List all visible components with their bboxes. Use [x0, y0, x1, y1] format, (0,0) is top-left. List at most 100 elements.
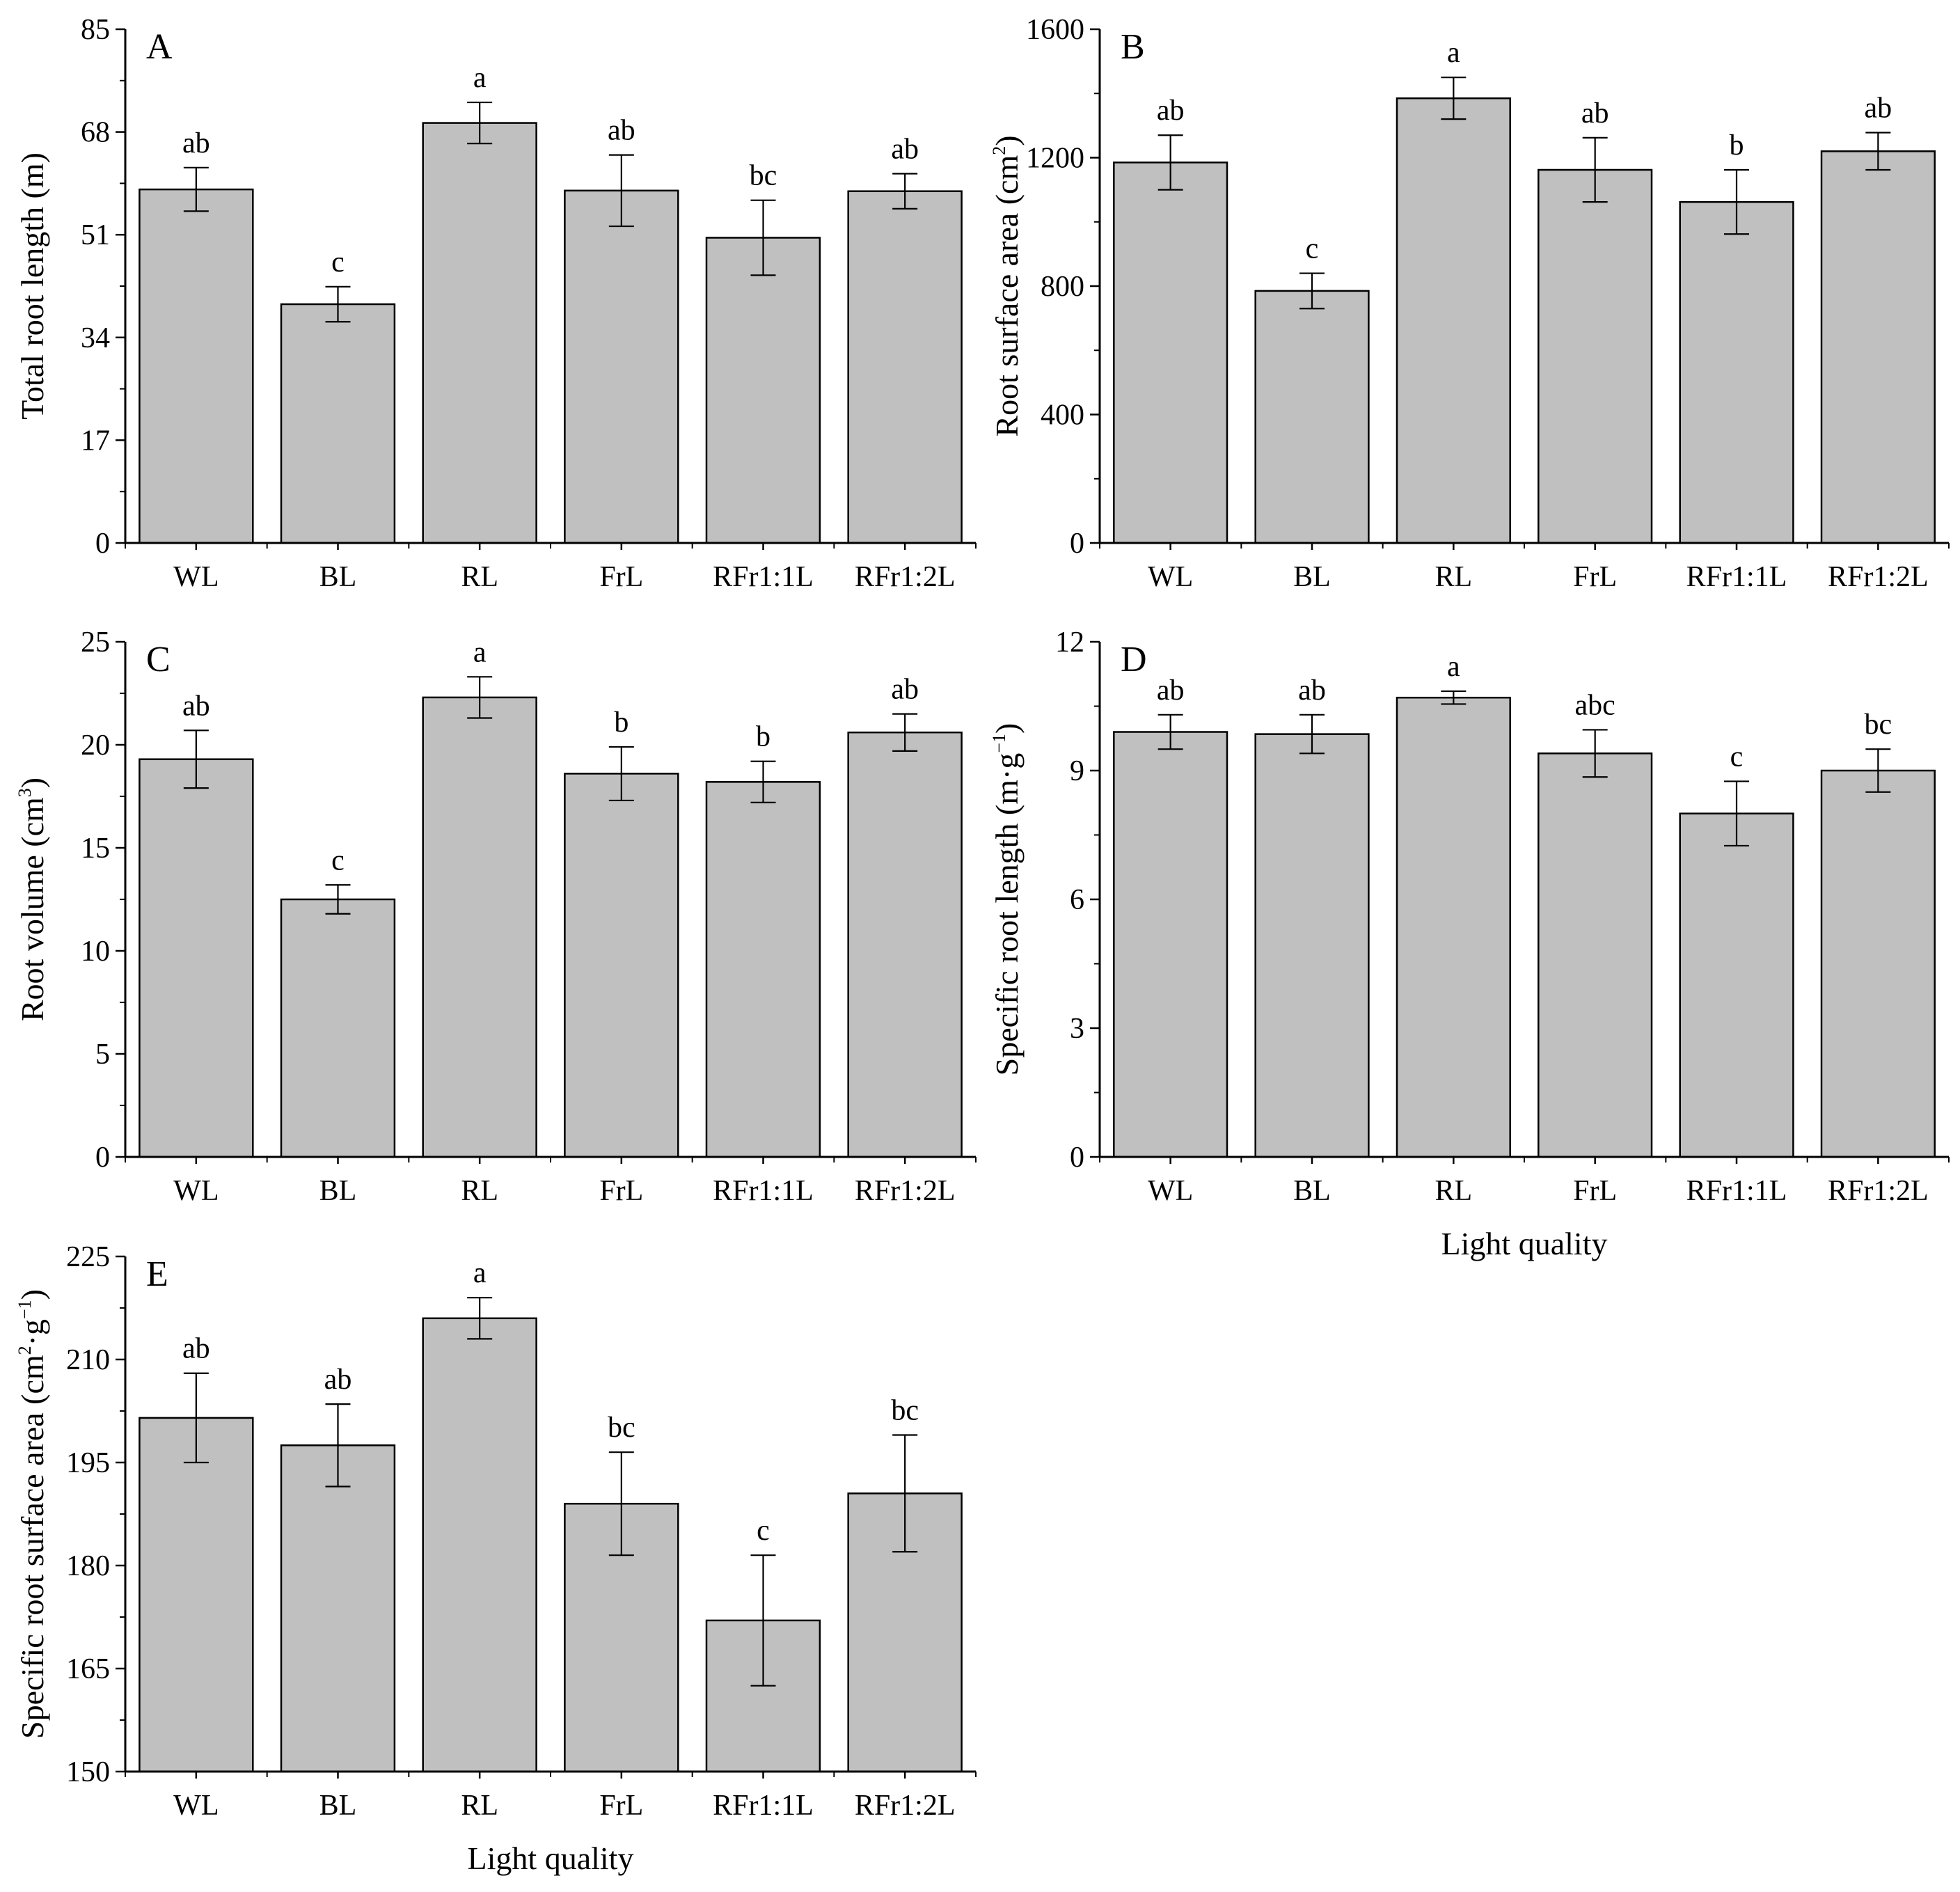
y-tick-label: 210: [66, 1344, 110, 1376]
x-tick-label: BL: [319, 561, 357, 593]
bar-rl: [422, 122, 537, 544]
significance-letter: bc: [891, 1395, 919, 1427]
y-axis-label: Specific root surface area (cm2·g−1): [15, 1289, 50, 1739]
bar-rl: [1396, 696, 1511, 1158]
x-tick-label: WL: [173, 1175, 219, 1207]
y-tick-label: 12: [1055, 626, 1084, 659]
panel-letter: E: [146, 1254, 168, 1294]
x-tick-label: RL: [461, 1175, 498, 1207]
x-tick-label: RFr1:1L: [713, 1790, 814, 1822]
x-axis-label: Light quality: [1441, 1226, 1608, 1261]
x-tick-label: WL: [173, 1790, 219, 1822]
significance-letter: a: [473, 62, 487, 94]
x-tick-label: FrL: [599, 561, 643, 593]
y-axis-label: Total root length (m): [15, 152, 50, 420]
bar-bl: [280, 1444, 396, 1773]
y-axis-label-part: Total root length (m): [15, 152, 50, 420]
y-tick-label: 1200: [1026, 143, 1084, 175]
y-tick-label: 150: [66, 1756, 110, 1788]
significance-letter: ab: [1298, 675, 1326, 707]
x-tick-label: WL: [173, 561, 219, 593]
x-tick-label: RL: [461, 1790, 498, 1822]
significance-letter: ab: [608, 115, 635, 147]
panel-b: ab WL c BL a RL ab FrL b RFr1:1L ab RFr1:2L 0 400 800 1…: [989, 14, 1950, 593]
panel-letter: A: [146, 27, 173, 67]
significance-letter: bc: [1865, 709, 1892, 741]
y-tick-label: 10: [81, 936, 110, 968]
y-axis-label-superscript: 3: [15, 788, 35, 797]
y-axis-label-part: Specific root length (m·g: [989, 753, 1025, 1076]
y-tick-label: 1600: [1026, 14, 1084, 46]
x-tick-label: FrL: [599, 1175, 643, 1207]
y-tick-label: 85: [81, 14, 110, 46]
x-tick-label: FrL: [1573, 561, 1617, 593]
bar-rfr1:2l: [1820, 150, 1936, 544]
x-tick-label: WL: [1148, 561, 1193, 593]
y-tick-label: 195: [66, 1447, 110, 1479]
y-tick-label: 165: [66, 1653, 110, 1685]
bar-rfr1:2l: [847, 190, 963, 544]
bar-rl: [1396, 97, 1511, 544]
y-tick-label: 800: [1041, 271, 1084, 303]
bar-bl: [280, 303, 396, 544]
panel-letter: D: [1121, 640, 1147, 679]
bar-frl: [564, 773, 679, 1158]
significance-letter: b: [756, 721, 770, 753]
x-tick-label: RFr1:1L: [713, 1175, 814, 1207]
significance-letter: ab: [891, 674, 919, 706]
x-tick-label: FrL: [1573, 1175, 1617, 1207]
bar-wl: [139, 1417, 254, 1773]
y-tick-label: 180: [66, 1550, 110, 1582]
panels-group: abWLcBLaRLabFrLbcRFr1:1LabRFr1:2L0173451…: [15, 14, 1950, 1876]
y-axis-label: Root volume (cm3): [15, 778, 50, 1021]
significance-letter: c: [757, 1515, 770, 1547]
y-axis-label-superscript: 2: [15, 1346, 35, 1355]
y-tick-label: 9: [1070, 755, 1084, 787]
y-tick-label: 0: [1070, 528, 1084, 560]
bar-bl: [280, 898, 396, 1158]
significance-letter: c: [331, 844, 345, 876]
y-axis-label-part: Root volume (cm: [15, 797, 50, 1021]
x-tick-label: BL: [1293, 1175, 1331, 1207]
x-tick-label: RFr1:2L: [855, 1790, 956, 1822]
x-tick-label: BL: [319, 1175, 357, 1207]
bar-wl: [1113, 161, 1228, 544]
y-axis-label-part: ): [989, 723, 1025, 734]
x-tick-label: RL: [1435, 1175, 1472, 1207]
x-tick-label: RFr1:2L: [855, 1175, 956, 1207]
x-tick-label: RFr1:2L: [855, 561, 956, 593]
significance-letter: a: [1447, 651, 1460, 683]
y-tick-label: 0: [1070, 1142, 1084, 1174]
panel-d: ab WL ab BL a RL abc FrL c RFr1:1L bc RFr1:2L 0 3 6 9 12…: [989, 626, 1950, 1261]
bar-rfr1:1l: [705, 237, 821, 544]
bar-rfr1:1l: [1679, 812, 1794, 1158]
y-tick-label: 25: [81, 626, 110, 659]
y-tick-label: 34: [81, 322, 110, 354]
bar-rfr1:1l: [1679, 200, 1794, 544]
bar-bl: [1254, 290, 1370, 544]
y-axis-label: Specific root length (m·g−1): [989, 723, 1025, 1076]
significance-letter: ab: [182, 1333, 210, 1365]
significance-letter: ab: [1581, 97, 1609, 129]
y-tick-label: 6: [1070, 884, 1084, 916]
x-tick-label: WL: [1148, 1175, 1193, 1207]
y-axis-label-part: ): [15, 778, 50, 788]
significance-letter: b: [1730, 129, 1744, 161]
y-tick-label: 3: [1070, 1013, 1084, 1045]
bar-frl: [564, 189, 679, 544]
y-axis-label-superscript: 2: [989, 146, 1009, 155]
x-tick-label: RFr1:1L: [1686, 1175, 1787, 1207]
bar-rfr1:2l: [847, 731, 963, 1158]
x-tick-label: RFr1:2L: [1828, 561, 1929, 593]
significance-letter: ab: [324, 1364, 352, 1396]
panel-letter: C: [146, 640, 171, 679]
y-axis-label-superscript: −1: [15, 1300, 35, 1319]
bar-wl: [139, 188, 254, 544]
bar-wl: [1113, 731, 1228, 1158]
y-axis-label: Root surface area (cm2): [989, 135, 1025, 436]
x-tick-label: RL: [461, 561, 498, 593]
significance-letter: bc: [608, 1412, 635, 1444]
significance-letter: ab: [891, 134, 919, 166]
y-tick-label: 0: [95, 1142, 110, 1174]
